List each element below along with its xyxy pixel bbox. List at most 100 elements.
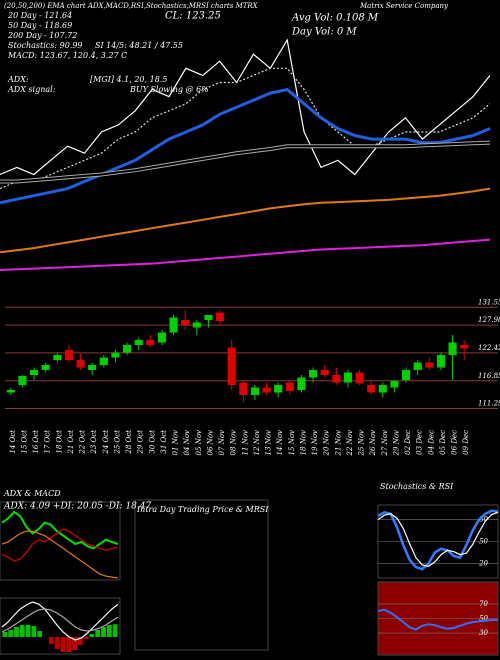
candle-body [320, 370, 329, 375]
macd-bar [95, 630, 101, 637]
rsi-info: SI 14/5: 48.21 / 47.55 [95, 41, 183, 50]
vol-info: Avg Vol: 0.108 M [291, 13, 379, 24]
company: Matrix Service Company [359, 2, 449, 10]
x-tick-label: 04 Dec [427, 430, 435, 455]
x-tick-label: 04 Nov [183, 430, 191, 455]
series-line [377, 608, 499, 631]
candle-body [274, 385, 283, 393]
series-line [1, 528, 119, 562]
series-line [0, 38, 491, 176]
candle-body [378, 385, 387, 393]
panel-title: Intra Day Trading Price & MRSI [136, 505, 269, 514]
candle-body [76, 360, 85, 368]
macd-bar [77, 637, 83, 645]
candle-body [29, 370, 39, 375]
macd-bar [60, 637, 66, 652]
candle-body [99, 357, 108, 365]
macd-bar [8, 630, 14, 637]
x-tick-label: 01 Nov [172, 430, 180, 455]
x-tick-label: 26 Nov [369, 430, 377, 456]
x-tick-label: 21 Oct [67, 430, 75, 455]
x-tick-label: 17 Oct [44, 430, 52, 454]
x-tick-label: 11 Nov [241, 430, 249, 455]
candle-body [262, 387, 271, 393]
macd-bar [106, 625, 112, 637]
macd-bar [48, 637, 54, 644]
macd-bar [37, 631, 43, 637]
x-tick-label: 24 Oct [102, 430, 110, 455]
x-tick-label: 29 Oct [137, 430, 145, 455]
series-line [1, 608, 119, 633]
x-tick-label: 22 Oct [79, 430, 87, 455]
series-line [1, 601, 119, 641]
x-tick-label: 02 Dec [404, 430, 412, 455]
adx-value: BUY Slowing @ 6% [129, 85, 209, 94]
adx-value: [MGI] 4.1, 20, 18.5 [90, 75, 167, 84]
candle-body [332, 375, 341, 383]
panel-title: ADX & MACD [3, 489, 61, 498]
macd-bar [54, 637, 60, 649]
candle-body [390, 381, 399, 388]
candle-body [413, 362, 422, 370]
series-line [0, 67, 491, 190]
macd-bar [83, 637, 89, 639]
candle-body [157, 332, 167, 343]
macd-bar [101, 627, 106, 637]
ma-info: MACD: 123.67, 120.4, 3.27 C [7, 51, 127, 60]
x-tick-label: 18 Oct [55, 430, 63, 454]
x-tick-label: 14 Nov [276, 430, 284, 455]
panel-subtitle: ADX: 4.09 +DI: 20.05 -DI: 18.47 [3, 502, 151, 512]
macd-bar [112, 624, 118, 637]
x-tick-label: 12 Nov [253, 430, 261, 455]
x-tick-label: 29 Nov [392, 430, 400, 456]
x-tick-label: 06 Dec [451, 430, 459, 455]
candle-body [448, 342, 457, 355]
x-tick-label: 27 Nov [381, 430, 389, 456]
panel-frame [0, 501, 121, 581]
y-tick-label: 131.55 [478, 298, 500, 306]
candle-body [111, 352, 120, 358]
x-tick-label: 08 Nov [230, 430, 238, 455]
candle-body [460, 345, 469, 349]
x-tick-label: 05 Nov [195, 430, 203, 455]
y-tick-label: 30 [479, 629, 488, 637]
x-tick-label: 30 Oct [148, 430, 156, 454]
x-tick-label: 13 Nov [265, 430, 273, 455]
series-line [0, 238, 491, 271]
macd-bar [19, 625, 25, 637]
y-tick-label: 70 [479, 600, 488, 608]
y-tick-label: 80 [479, 516, 488, 524]
candle-body [146, 340, 155, 345]
y-tick-label: 127.98 [478, 316, 500, 324]
candle-body [436, 355, 446, 368]
candle-body [181, 320, 190, 325]
x-tick-label: 14 Oct [9, 430, 17, 454]
ma-info: Stochastics: 90.99 [8, 41, 83, 50]
candle-body [367, 385, 376, 393]
macd-bar [89, 634, 95, 637]
page-title: (20,50,200) EMA chart ADX,MACD,RSI,Stoch… [4, 2, 259, 10]
candle-body [122, 345, 132, 353]
candle-body [250, 387, 260, 395]
x-tick-label: 07 Nov [218, 430, 226, 455]
candle-body [192, 322, 201, 328]
candle-body [169, 317, 178, 333]
y-tick-label: 111.29 [478, 400, 500, 408]
x-tick-label: 23 Oct [90, 430, 98, 455]
x-tick-label: 25 Nov [358, 430, 366, 456]
intraday-frame [134, 499, 269, 651]
ma-line-inner [0, 141, 491, 183]
series-line [377, 509, 499, 571]
candle-body [215, 312, 225, 321]
candle-body [308, 370, 318, 378]
series-line [0, 87, 491, 205]
ma-info: 200 Day - 107.72 [7, 31, 77, 40]
candle-body [425, 362, 434, 368]
x-tick-label: 28 Oct [125, 430, 133, 455]
adx-label: ADX: [7, 75, 29, 84]
x-tick-label: 25 Oct [113, 430, 121, 455]
x-tick-label: 18 Nov [299, 430, 307, 455]
macd-bar [25, 625, 31, 637]
candle-body [343, 372, 353, 383]
x-tick-label: 05 Dec [439, 430, 447, 455]
